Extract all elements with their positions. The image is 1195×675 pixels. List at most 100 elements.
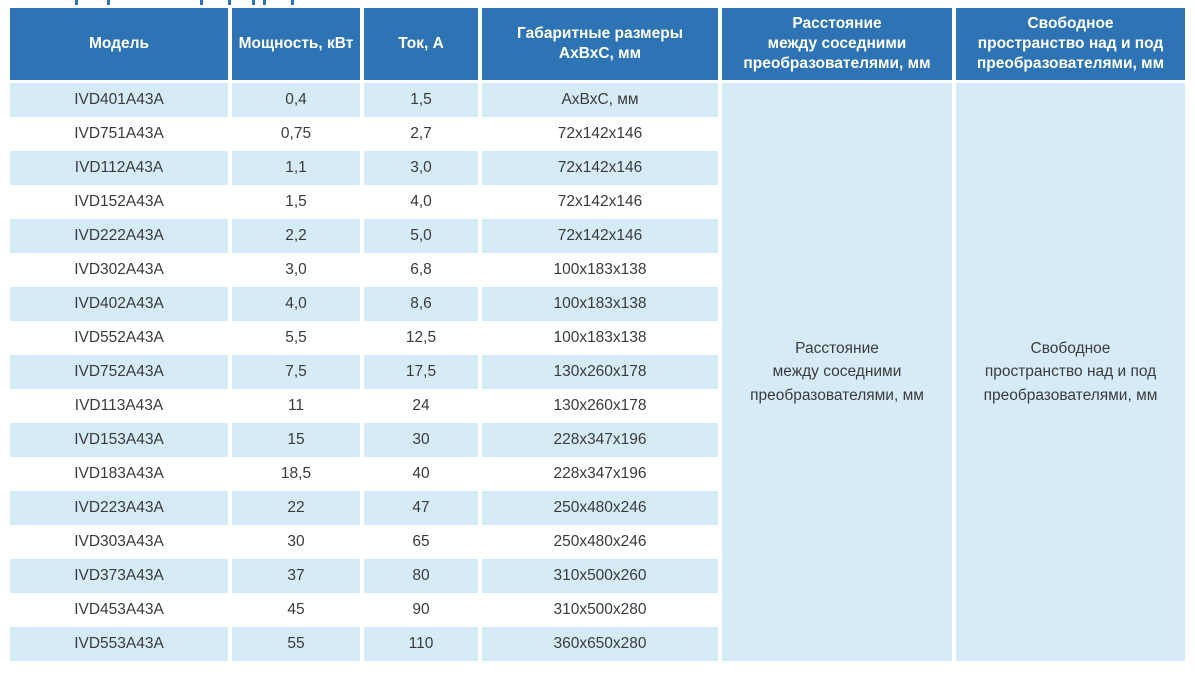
cell-dimensions: 72x142x146: [482, 117, 718, 151]
table-row: IVD153A43A 15 30 228x347x196: [10, 423, 1185, 457]
cell-dimensions: 250x480x246: [482, 491, 718, 525]
column-header-power: Мощность, кВт: [232, 8, 360, 83]
cell-power: 18,5: [232, 457, 360, 491]
table-row: IVD113A43A 11 24 130x260x178: [10, 389, 1185, 423]
cell-power: 37: [232, 559, 360, 593]
cell-power: 1,1: [232, 151, 360, 185]
merged-cell-free-space: Свободное пространство над и под преобра…: [956, 83, 1185, 661]
cell-model: IVD223A43A: [10, 491, 228, 525]
table-row: IVD552A43A 5,5 12,5 100x183x138: [10, 321, 1185, 355]
cropped-glyph-fragment: [75, 0, 78, 5]
cell-model: IVD152A43A: [10, 185, 228, 219]
cell-dimensions: 100x183x138: [482, 253, 718, 287]
cell-model: IVD183A43A: [10, 457, 228, 491]
cropped-glyph-fragment: [252, 0, 255, 5]
table-row: IVD751A43A 0,75 2,7 72x142x146: [10, 117, 1185, 151]
cell-power: 22: [232, 491, 360, 525]
cell-power: 30: [232, 525, 360, 559]
cropped-glyph-fragment: [107, 0, 110, 5]
cell-dimensions: 130x260x178: [482, 389, 718, 423]
merged-cell-distance: Расстояние между соседними преобразовате…: [722, 83, 952, 661]
cell-dimensions: 72x142x146: [482, 219, 718, 253]
cell-current: 12,5: [364, 321, 478, 355]
table-row: IVD453A43A 45 90 310x500x280: [10, 593, 1185, 627]
table-header: Модель Мощность, кВт Ток, А Габаритные р…: [10, 8, 1185, 83]
cell-current: 4,0: [364, 185, 478, 219]
table-row: IVD752A43A 7,5 17,5 130x260x178: [10, 355, 1185, 389]
cell-power: 55: [232, 627, 360, 661]
cell-model: IVD112A43A: [10, 151, 228, 185]
table-row: IVD553A43A 55 110 360x650x280: [10, 627, 1185, 661]
cropped-glyph-fragment: [291, 0, 294, 5]
cell-current: 90: [364, 593, 478, 627]
cell-model: IVD752A43A: [10, 355, 228, 389]
cell-power: 11: [232, 389, 360, 423]
cell-model: IVD222A43A: [10, 219, 228, 253]
cell-model: IVD153A43A: [10, 423, 228, 457]
cell-current: 2,7: [364, 117, 478, 151]
cell-model: IVD553A43A: [10, 627, 228, 661]
cell-current: 80: [364, 559, 478, 593]
table-row: IVD112A43A 1,1 3,0 72x142x146: [10, 151, 1185, 185]
cell-dimensions: 360x650x280: [482, 627, 718, 661]
cell-power: 0,75: [232, 117, 360, 151]
table-row: IVD303A43A 30 65 250x480x246: [10, 525, 1185, 559]
cell-current: 8,6: [364, 287, 478, 321]
cell-dimensions: 310x500x280: [482, 593, 718, 627]
cell-current: 110: [364, 627, 478, 661]
table-row: IVD222A43A 2,2 5,0 72x142x146: [10, 219, 1185, 253]
cell-power: 3,0: [232, 253, 360, 287]
cell-model: IVD453A43A: [10, 593, 228, 627]
cell-dimensions: 100x183x138: [482, 287, 718, 321]
cell-dimensions: 130x260x178: [482, 355, 718, 389]
cell-power: 4,0: [232, 287, 360, 321]
cell-current: 24: [364, 389, 478, 423]
cropped-glyph-fragment: [228, 0, 231, 5]
cell-dimensions: АхВхС, мм: [482, 83, 718, 117]
cell-dimensions: 100x183x138: [482, 321, 718, 355]
cell-model: IVD373A43A: [10, 559, 228, 593]
cell-model: IVD302A43A: [10, 253, 228, 287]
cell-dimensions: 228x347x196: [482, 423, 718, 457]
cell-current: 17,5: [364, 355, 478, 389]
cell-current: 47: [364, 491, 478, 525]
table-row: IVD152A43A 1,5 4,0 72x142x146: [10, 185, 1185, 219]
cell-current: 3,0: [364, 151, 478, 185]
cell-dimensions: 250x480x246: [482, 525, 718, 559]
cell-model: IVD113A43A: [10, 389, 228, 423]
cell-current: 40: [364, 457, 478, 491]
column-header-model: Модель: [10, 8, 228, 83]
column-header-current: Ток, А: [364, 8, 478, 83]
cell-power: 2,2: [232, 219, 360, 253]
table-row: IVD223A43A 22 47 250x480x246: [10, 491, 1185, 525]
cell-model: IVD303A43A: [10, 525, 228, 559]
cell-power: 15: [232, 423, 360, 457]
cell-power: 7,5: [232, 355, 360, 389]
cell-power: 45: [232, 593, 360, 627]
table-row: IVD302A43A 3,0 6,8 100x183x138: [10, 253, 1185, 287]
cell-current: 6,8: [364, 253, 478, 287]
column-header-dimensions: Габаритные размеры АхВхС, мм: [482, 8, 718, 83]
cropped-glyph-fragment: [263, 0, 266, 5]
table-row: IVD183A43A 18,5 40 228x347x196: [10, 457, 1185, 491]
cell-model: IVD751A43A: [10, 117, 228, 151]
cell-current: 30: [364, 423, 478, 457]
cell-current: 65: [364, 525, 478, 559]
cell-current: 5,0: [364, 219, 478, 253]
cell-model: IVD552A43A: [10, 321, 228, 355]
cell-power: 5,5: [232, 321, 360, 355]
cell-power: 1,5: [232, 185, 360, 219]
header-row: Модель Мощность, кВт Ток, А Габаритные р…: [10, 8, 1185, 83]
column-header-distance: Расстояние между соседними преобразовате…: [722, 8, 952, 83]
table-row: IVD402A43A 4,0 8,6 100x183x138: [10, 287, 1185, 321]
cell-dimensions: 228x347x196: [482, 457, 718, 491]
table-row: IVD401A43A 0,4 1,5 АхВхС, мм Расстояние межд…: [10, 83, 1185, 661]
cell-current: 1,5: [364, 83, 478, 117]
cell-power: 0,4: [232, 83, 360, 117]
cell-model: IVD401A43A: [10, 83, 228, 117]
cell-dimensions: 72x142x146: [482, 151, 718, 185]
cell-dimensions: 310x500x260: [482, 559, 718, 593]
column-header-free-space: Свободное пространство над и под преобра…: [956, 8, 1185, 83]
cell-model: IVD402A43A: [10, 287, 228, 321]
table-row: IVD373A43A 37 80 310x500x260: [10, 559, 1185, 593]
